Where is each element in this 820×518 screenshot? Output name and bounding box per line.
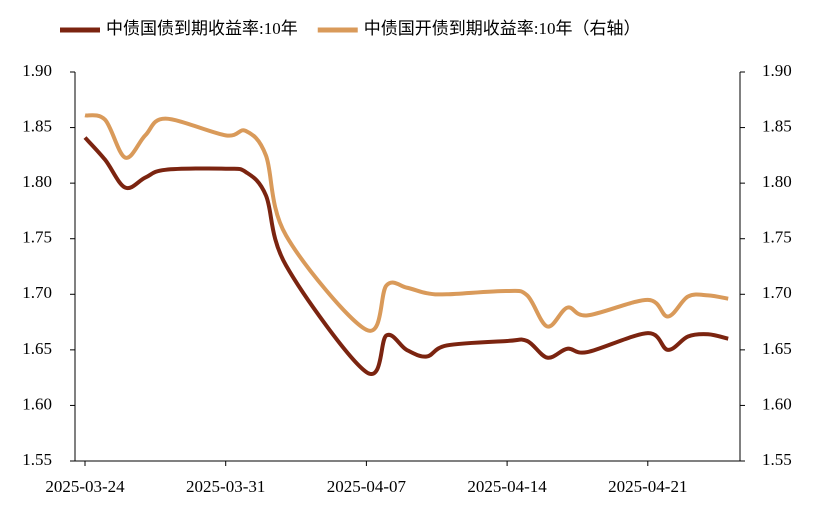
y2-tick-label: 1.75 — [762, 228, 792, 247]
y2-tick-label: 1.70 — [762, 283, 792, 302]
y-tick-label: 1.75 — [22, 228, 52, 247]
y-tick-label: 1.60 — [22, 394, 52, 413]
x-tick-label: 2025-04-14 — [467, 477, 547, 496]
y-tick-label: 1.65 — [22, 339, 52, 358]
y2-tick-label: 1.80 — [762, 172, 792, 191]
series-line — [84, 113, 729, 333]
x-tick-label: 2025-04-21 — [608, 477, 687, 496]
x-tick-label: 2025-03-31 — [186, 477, 265, 496]
y-tick-label: 1.90 — [22, 61, 52, 80]
y-tick-label: 1.85 — [22, 116, 52, 135]
x-tick-label: 2025-03-24 — [45, 477, 125, 496]
y2-tick-label: 1.60 — [762, 394, 792, 413]
legend-label: 中债国债到期收益率:10年 — [106, 19, 298, 38]
x-tick-label: 2025-04-07 — [327, 477, 407, 496]
legend-label: 中债国开债到期收益率:10年（右轴） — [364, 19, 641, 38]
y2-tick-label: 1.65 — [762, 339, 792, 358]
series-line — [83, 136, 729, 377]
y-tick-label: 1.70 — [22, 283, 52, 302]
y2-tick-label: 1.55 — [762, 450, 792, 469]
y2-tick-label: 1.90 — [762, 61, 792, 80]
y-tick-label: 1.80 — [22, 172, 52, 191]
y2-tick-label: 1.85 — [762, 116, 792, 135]
y-tick-label: 1.55 — [22, 450, 52, 469]
